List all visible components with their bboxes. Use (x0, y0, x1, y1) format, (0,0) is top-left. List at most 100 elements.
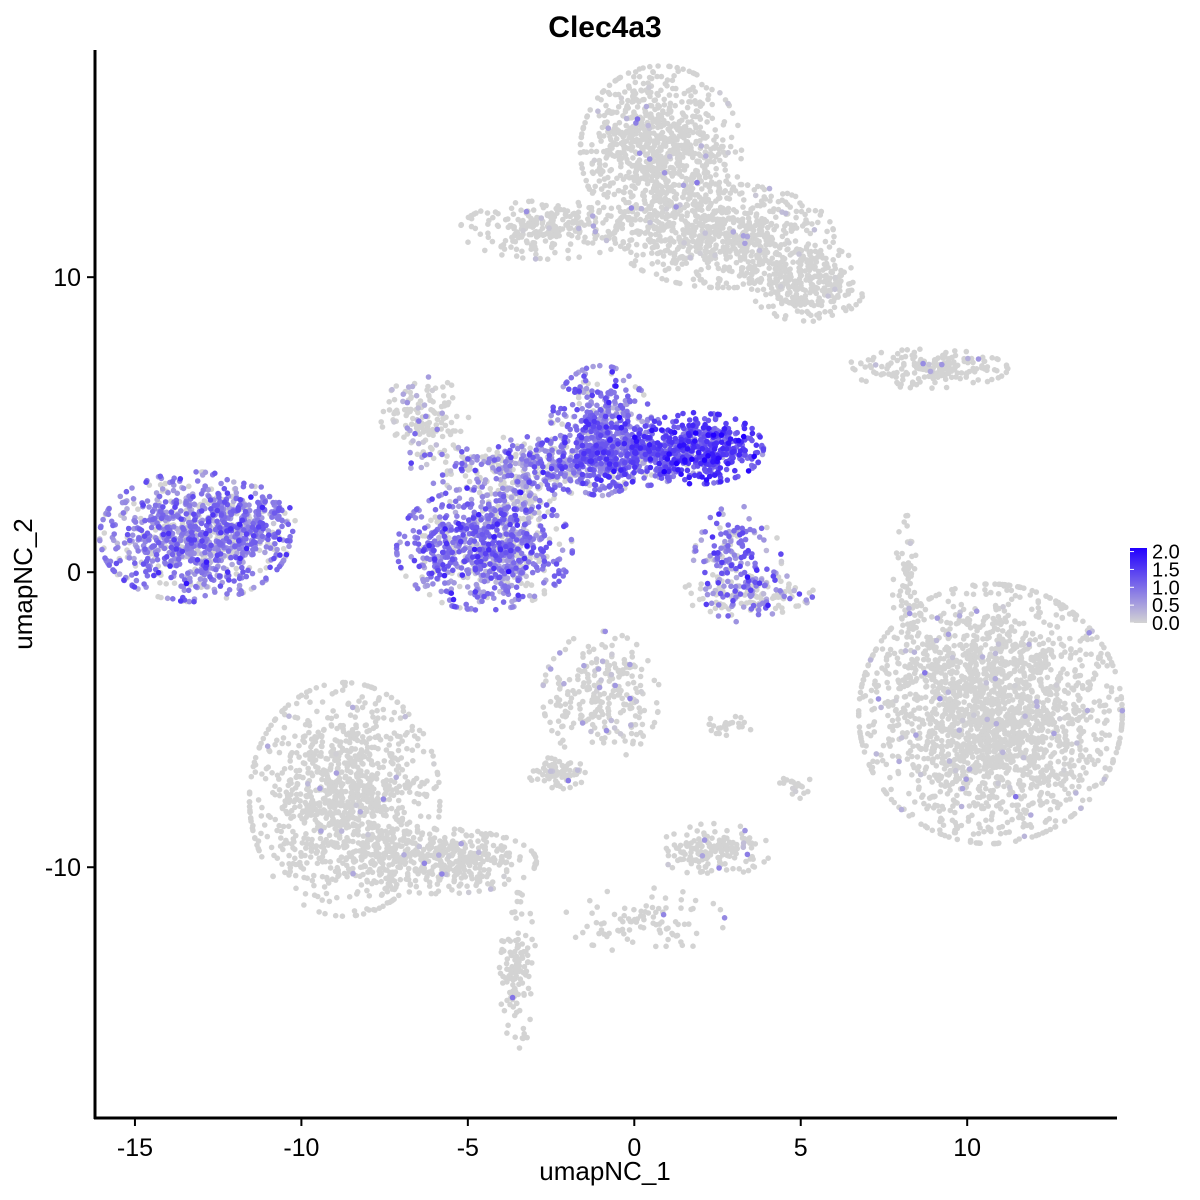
cell-point (589, 142, 595, 148)
cell-point (692, 192, 698, 198)
cell-point (596, 161, 603, 167)
cell-point (718, 143, 725, 150)
cell-point (487, 485, 494, 492)
cell-point (559, 421, 565, 427)
cell-point (588, 204, 595, 211)
cell-point (671, 194, 678, 201)
cell-point (554, 210, 560, 217)
cell-point (649, 245, 656, 251)
cell-point (434, 519, 441, 525)
cell-point (1056, 743, 1062, 749)
cell-point (999, 628, 1006, 634)
cell-point (651, 130, 657, 136)
cell-point (754, 278, 760, 284)
cell-point (545, 509, 551, 515)
cell-point (632, 229, 639, 235)
cell-point (643, 112, 649, 119)
cell-point (831, 233, 837, 240)
cell-point (972, 666, 978, 672)
cell-point (623, 122, 629, 129)
cell-point (592, 183, 598, 190)
cell-point (879, 646, 886, 652)
cell-point (827, 219, 833, 225)
cell-point (434, 416, 441, 423)
cell-point (1045, 728, 1051, 734)
cell-point (672, 102, 678, 109)
cell-point (1069, 720, 1076, 727)
cell-point (700, 595, 706, 602)
cell-point (457, 428, 464, 435)
cell-point (564, 222, 571, 229)
cell-point (952, 809, 958, 816)
cell-point (715, 265, 722, 272)
cell-point (784, 190, 791, 197)
cell-point (972, 623, 978, 629)
cell-point (608, 205, 615, 212)
cell-point (1004, 742, 1010, 748)
cell-point (674, 152, 681, 159)
cell-point (386, 407, 393, 413)
cell-point (654, 250, 661, 257)
cell-point (619, 225, 626, 232)
cell-point (668, 108, 674, 114)
cell-point (900, 377, 906, 383)
cell-point (697, 153, 704, 159)
cell-point (1047, 742, 1053, 748)
cell-point (691, 174, 697, 181)
cell-point (622, 184, 629, 191)
cell-point (1106, 708, 1112, 714)
cell-point (1073, 716, 1080, 723)
cell-point (502, 237, 509, 244)
cell-point (855, 708, 862, 714)
cell-point (911, 370, 918, 376)
cell-point (805, 207, 812, 214)
cell-point (767, 208, 773, 215)
cell-point (490, 214, 496, 221)
cell-point (937, 788, 944, 795)
cell-point (697, 124, 704, 130)
cell-point (793, 225, 800, 231)
cell-point (1043, 828, 1050, 835)
cell-point (995, 690, 1002, 697)
cell-point (791, 278, 798, 285)
cell-point (601, 191, 607, 198)
cell-point (1021, 673, 1028, 679)
cell-point (1059, 605, 1066, 611)
cell-point (907, 713, 913, 719)
cell-point (430, 455, 437, 462)
cell-point (996, 824, 1002, 831)
cell-point (707, 224, 713, 231)
cell-point (879, 757, 886, 764)
cell-point (1004, 711, 1011, 717)
cell-point (975, 377, 981, 383)
cell-point (686, 150, 693, 157)
cell-point (983, 581, 989, 587)
cell-point (711, 159, 717, 165)
cell-point (808, 299, 815, 306)
cell-point (163, 581, 169, 587)
cell-point (688, 93, 694, 99)
cell-point (542, 238, 549, 244)
cell-point (692, 243, 699, 250)
cell-point (716, 185, 722, 191)
cell-point (686, 68, 693, 75)
cell-point (1044, 790, 1051, 797)
cell-point (985, 700, 991, 706)
cell-point (1029, 675, 1035, 681)
cell-point (667, 187, 674, 194)
cell-point (774, 291, 781, 297)
cell-point (643, 176, 650, 183)
cell-point (986, 634, 992, 641)
cell-point (768, 220, 775, 227)
cell-point (970, 359, 976, 366)
cell-point (951, 642, 957, 649)
cell-point (1045, 782, 1052, 788)
cell-point (774, 535, 780, 541)
cell-point (1030, 739, 1037, 745)
cell-point (990, 615, 996, 622)
cell-point (736, 218, 742, 224)
cell-point (734, 251, 740, 257)
cell-point (1071, 762, 1077, 769)
cell-point (712, 127, 718, 133)
cell-point (1026, 721, 1032, 728)
